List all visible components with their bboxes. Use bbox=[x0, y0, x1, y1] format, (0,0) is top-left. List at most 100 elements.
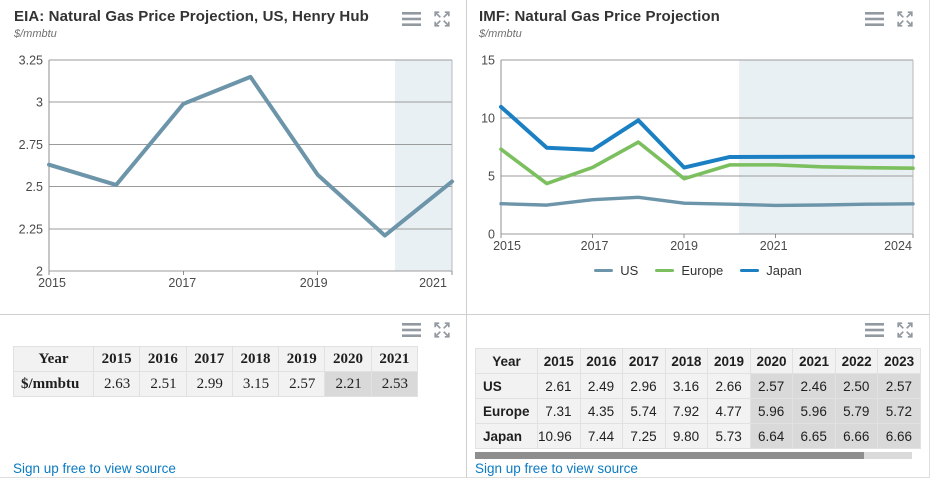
value-cell: 2.57 bbox=[278, 371, 326, 397]
eia-chart-panel: EIA: Natural Gas Price Projection, US, H… bbox=[0, 0, 467, 315]
year-column-header: 2015 bbox=[92, 346, 141, 372]
legend-item-japan[interactable]: Japan bbox=[740, 263, 802, 278]
table-row: Europe 7.31 4.35 5.74 7.92 4.77 5.96 5.96 5.79 5.… bbox=[475, 398, 921, 424]
fullscreen-expand-icon[interactable] bbox=[897, 322, 913, 338]
value-cell: 2.96 bbox=[622, 373, 666, 399]
x-axis-tick-label: 2015 bbox=[493, 239, 521, 253]
projection-value-cell: 6.65 bbox=[792, 423, 836, 449]
projection-value-cell: 2.50 bbox=[834, 373, 879, 399]
y-axis-tick-label: 2.25 bbox=[19, 222, 43, 236]
year-column-header: 2015 bbox=[537, 348, 581, 374]
signup-source-link[interactable]: Sign up free to view source bbox=[13, 461, 176, 476]
fullscreen-expand-icon[interactable] bbox=[434, 11, 450, 27]
x-axis-tick-label: 2019 bbox=[300, 276, 328, 290]
year-column-header: 2021 bbox=[792, 348, 836, 374]
eia-chart-title: EIA: Natural Gas Price Projection, US, H… bbox=[14, 8, 369, 25]
hamburger-menu-icon[interactable] bbox=[402, 12, 421, 26]
y-axis-tick-label: 2.75 bbox=[19, 138, 43, 152]
series-line-europe bbox=[499, 140, 915, 186]
x-axis-tick-label: 2019 bbox=[670, 239, 698, 253]
table-header-row: Year 2015 2016 2017 2018 2019 2020 2021 bbox=[13, 346, 419, 372]
legend-item-europe[interactable]: Europe bbox=[655, 263, 723, 278]
imf-chart-title: IMF: Natural Gas Price Projection bbox=[479, 8, 720, 25]
projection-value-cell: 2.53 bbox=[370, 371, 419, 397]
eia-line-chart: 2 2.25 2.5 2.75 3 3.25 2015 2017 2019 2021 bbox=[19, 54, 454, 290]
year-column-header: 2022 bbox=[834, 348, 879, 374]
hamburger-menu-icon[interactable] bbox=[865, 323, 884, 337]
table-row: Japan 10.96 7.44 7.25 9.80 5.73 6.64 6.65 6.66 6.… bbox=[475, 423, 921, 449]
projection-value-cell: 2.57 bbox=[749, 373, 794, 399]
value-cell: 2.63 bbox=[92, 371, 141, 397]
y-axis-tick-label: 15 bbox=[481, 54, 495, 68]
y-axis-tick-label: 3 bbox=[36, 96, 43, 110]
value-cell: 7.31 bbox=[537, 398, 581, 424]
projection-shaded-region bbox=[739, 60, 913, 234]
legend-swatch bbox=[594, 268, 614, 273]
x-axis-tick-label: 2024 bbox=[884, 239, 912, 253]
imf-chart-panel: IMF: Natural Gas Price Projection $/mmbt… bbox=[467, 0, 930, 315]
eia-chart-units-label: $/mmbtu bbox=[14, 28, 57, 40]
projection-value-cell: 5.72 bbox=[877, 398, 921, 424]
fullscreen-expand-icon[interactable] bbox=[897, 11, 913, 27]
x-axis-tick-label: 2021 bbox=[760, 239, 788, 253]
value-cell: 5.74 bbox=[622, 398, 666, 424]
signup-source-link[interactable]: Sign up free to view source bbox=[475, 461, 638, 476]
scrollbar-thumb[interactable] bbox=[475, 452, 864, 459]
year-column-header: 2018 bbox=[231, 346, 280, 372]
row-label: US bbox=[475, 373, 538, 399]
value-cell: 3.16 bbox=[664, 373, 709, 399]
x-axis-tick-label: 2017 bbox=[581, 239, 609, 253]
year-column-header: 2020 bbox=[324, 346, 372, 372]
x-axis-tick-label: 2015 bbox=[38, 276, 66, 290]
table-row: $/mmbtu 2.63 2.51 2.99 3.15 2.57 2.21 2.53 bbox=[13, 371, 419, 397]
year-column-header: 2016 bbox=[139, 346, 187, 372]
year-column-header: 2023 bbox=[877, 348, 921, 374]
imf-line-chart: 0 5 10 15 2015 2017 2019 2021 2024 bbox=[481, 54, 915, 253]
fullscreen-expand-icon[interactable] bbox=[434, 322, 450, 338]
value-cell: 4.77 bbox=[707, 398, 751, 424]
value-cell: 3.15 bbox=[231, 371, 280, 397]
projection-value-cell: 2.46 bbox=[792, 373, 836, 399]
legend-swatch bbox=[655, 268, 675, 273]
legend-item-us[interactable]: US bbox=[594, 263, 638, 278]
value-cell: 2.99 bbox=[185, 371, 233, 397]
table-header-row: Year 2015 2016 2017 2018 2019 2020 2021 2022 2023 bbox=[475, 348, 921, 374]
projection-value-cell: 5.79 bbox=[834, 398, 879, 424]
legend-swatch bbox=[740, 268, 760, 273]
year-column-header: 2019 bbox=[278, 346, 326, 372]
projection-value-cell: 6.64 bbox=[749, 423, 794, 449]
series-line--mmbtu bbox=[47, 74, 454, 238]
y-axis-tick-label: 10 bbox=[481, 112, 495, 126]
series-line-us bbox=[499, 195, 915, 208]
value-cell: 4.35 bbox=[579, 398, 624, 424]
eia-table-panel: Year 2015 2016 2017 2018 2019 2020 2021 $/mmbtu 2… bbox=[0, 315, 467, 478]
y-axis-tick-label: 2.5 bbox=[26, 180, 43, 194]
value-cell: 9.80 bbox=[664, 423, 709, 449]
value-cell: 2.51 bbox=[139, 371, 187, 397]
row-label: Japan bbox=[475, 423, 538, 449]
table-horizontal-scrollbar[interactable] bbox=[475, 452, 912, 459]
year-column-header: 2020 bbox=[749, 348, 794, 374]
imf-data-table: Year 2015 2016 2017 2018 2019 2020 2021 2022 2023… bbox=[475, 348, 921, 449]
hamburger-menu-icon[interactable] bbox=[865, 12, 884, 26]
projection-value-cell: 2.57 bbox=[877, 373, 921, 399]
y-axis-tick-label: 3.25 bbox=[19, 54, 43, 68]
row-label: Europe bbox=[475, 398, 538, 424]
value-cell: 2.61 bbox=[537, 373, 581, 399]
legend-label: Japan bbox=[766, 263, 802, 278]
year-column-header: 2017 bbox=[622, 348, 666, 374]
year-column-header: 2021 bbox=[370, 346, 419, 372]
value-cell: 10.96 bbox=[537, 423, 581, 449]
hamburger-menu-icon[interactable] bbox=[402, 323, 421, 337]
projection-value-cell: 6.66 bbox=[877, 423, 921, 449]
value-cell: 7.92 bbox=[664, 398, 709, 424]
y-axis-tick-label: 5 bbox=[488, 170, 495, 184]
y-axis-tick-label: 2 bbox=[36, 265, 43, 279]
year-column-header: 2016 bbox=[579, 348, 624, 374]
projection-value-cell: 6.66 bbox=[834, 423, 879, 449]
table-row: US 2.61 2.49 2.96 3.16 2.66 2.57 2.46 2.50 2.57 bbox=[475, 373, 921, 399]
row-label: $/mmbtu bbox=[13, 371, 94, 397]
year-column-header: 2017 bbox=[185, 346, 233, 372]
year-corner-header: Year bbox=[13, 346, 94, 372]
